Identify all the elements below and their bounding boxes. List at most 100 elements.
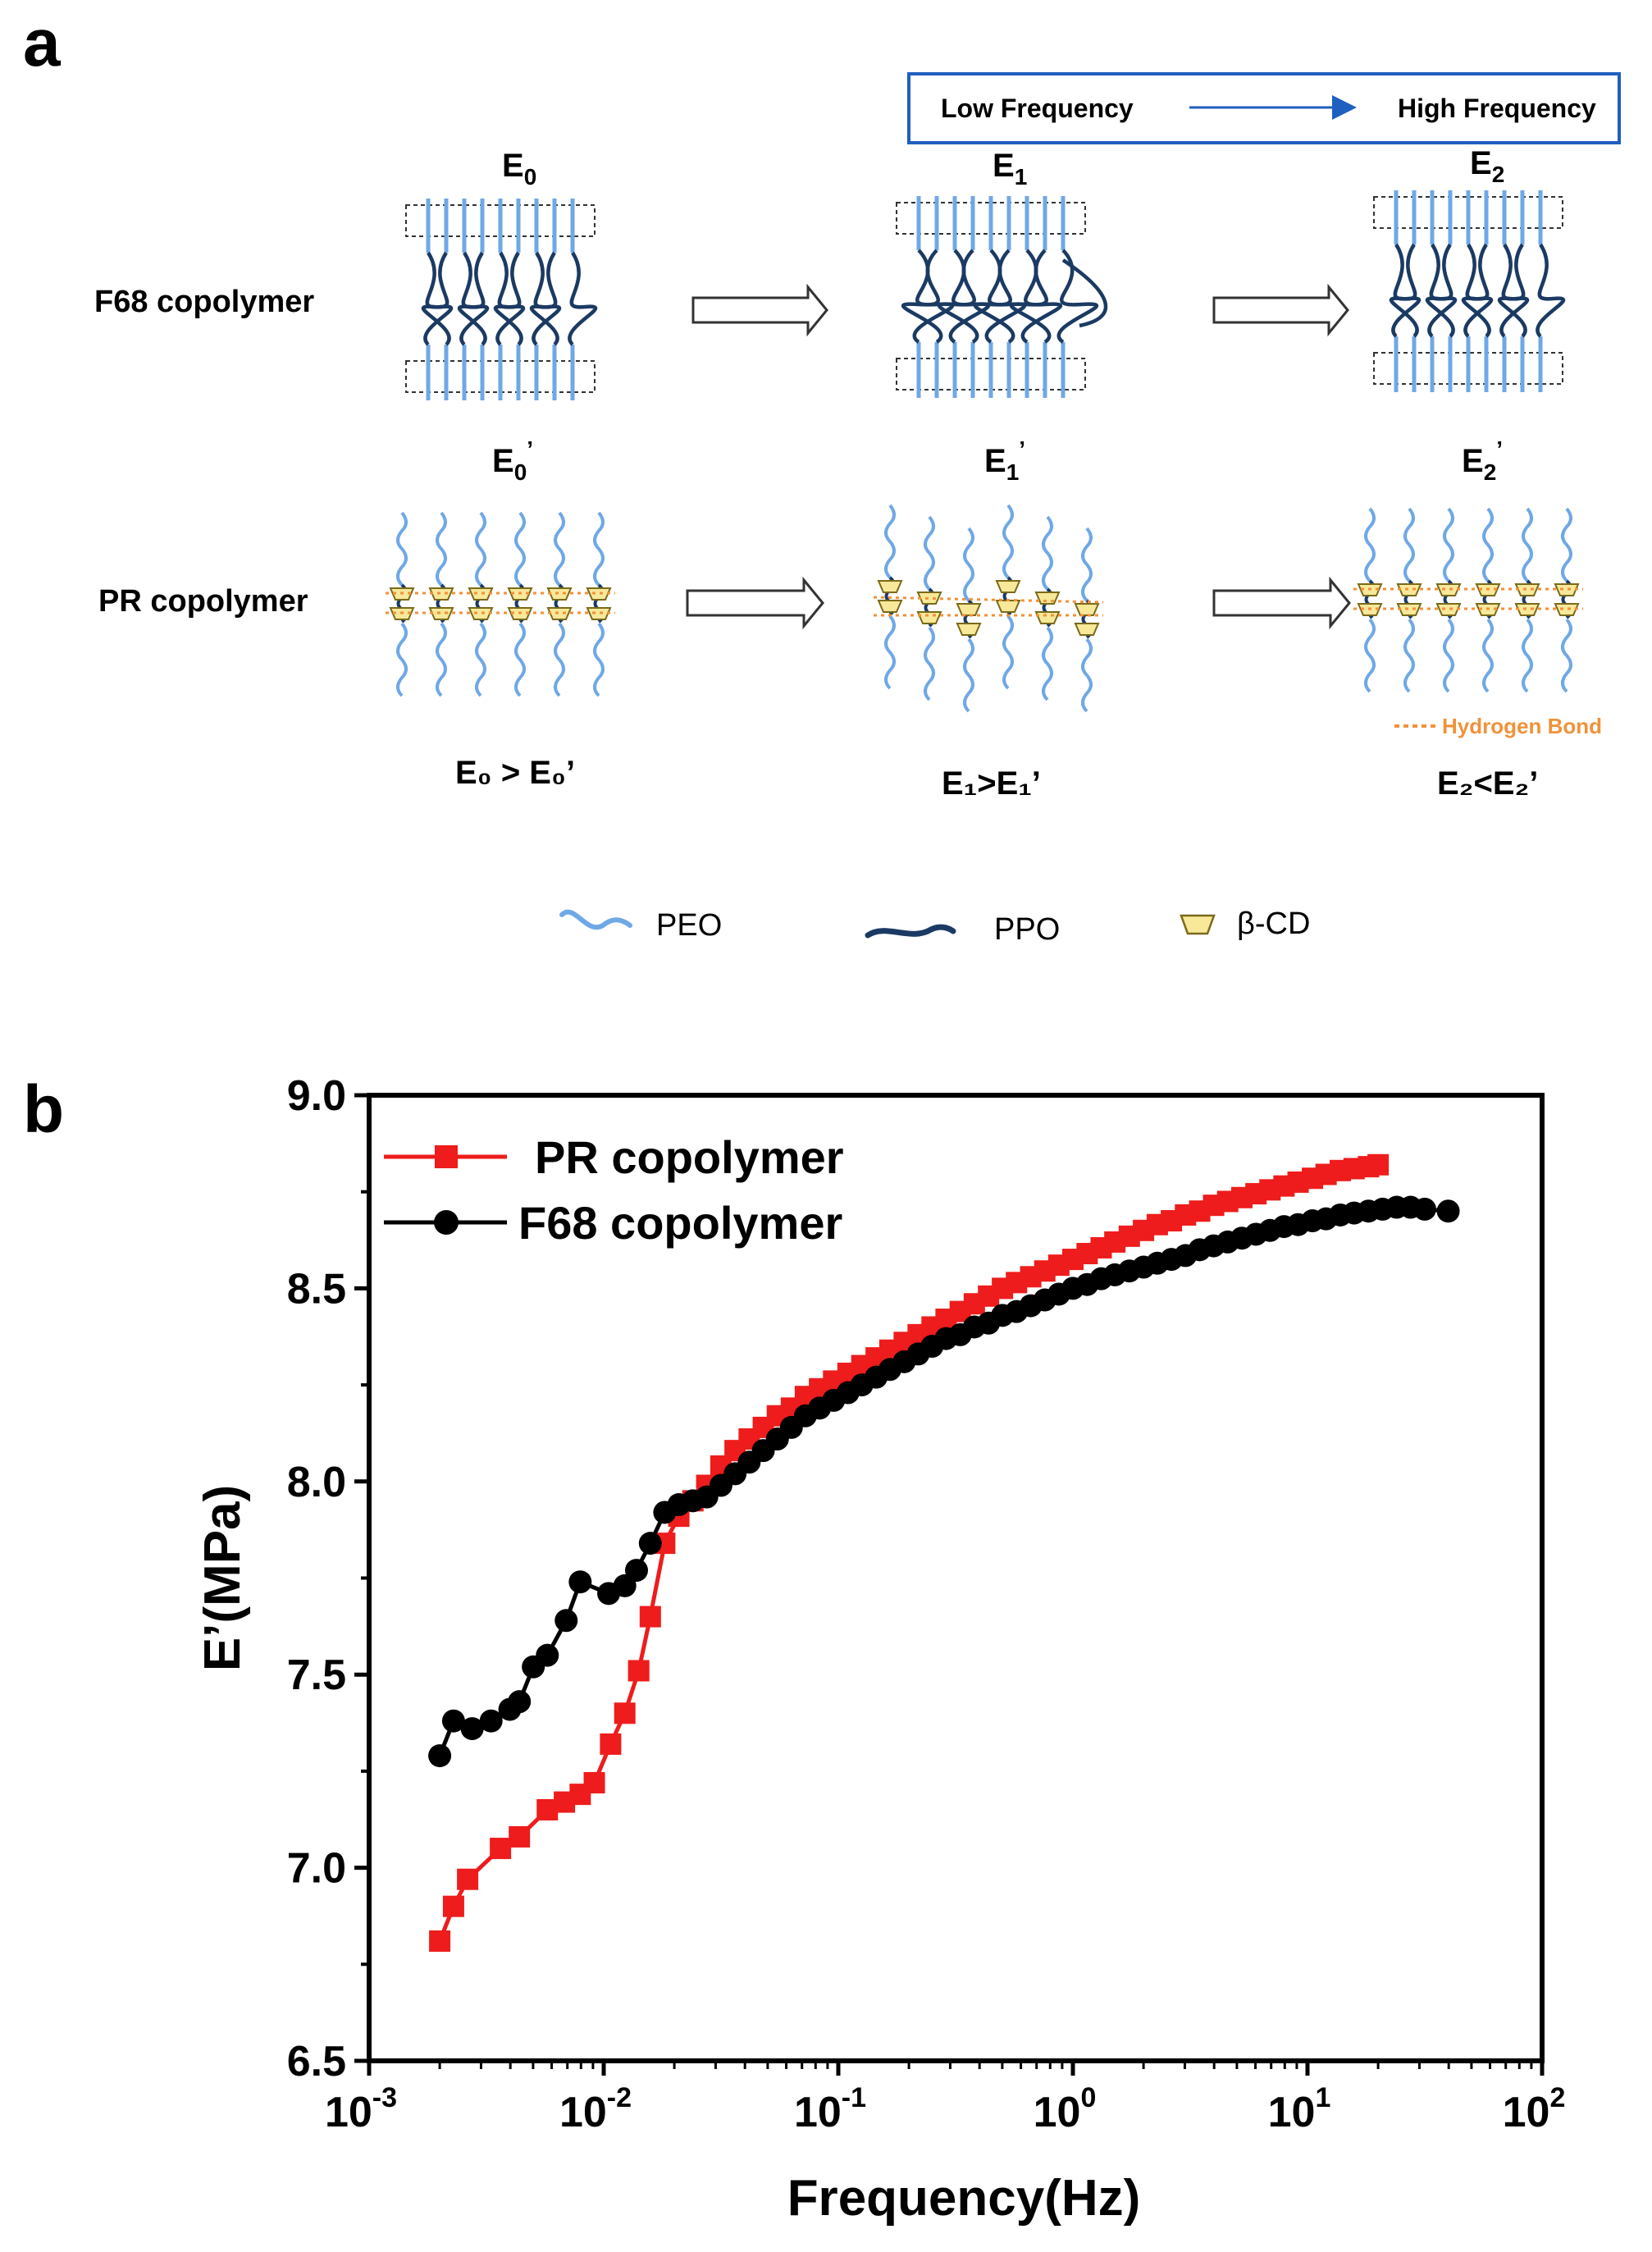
data-point: [441, 1709, 465, 1733]
peo-chain: [1482, 507, 1494, 582]
beta-cd-ring: [916, 611, 942, 624]
data-point: [460, 1717, 484, 1741]
data-point: [554, 1609, 578, 1633]
comparison-1: E₁>E₁’: [942, 765, 1041, 802]
hydrogen-bond-key: Hydrogen Bond: [1394, 714, 1602, 738]
series-line: [437, 1163, 1379, 1942]
y-tick-label: 8.0: [287, 1459, 346, 1506]
row-label-pr: PR copolymer: [98, 584, 308, 619]
beta-cd-ring: [428, 607, 454, 620]
high-frequency-label: High Frequency: [1398, 94, 1596, 123]
ppo-chain: [1020, 249, 1063, 344]
schematic-legend: PEO PPO β-CD: [559, 907, 1310, 947]
beta-cd-ring: [546, 587, 573, 601]
peo-chain: [1561, 618, 1572, 693]
ppo-chain: [1461, 243, 1491, 338]
hollow-arrow-icon: [691, 283, 828, 337]
peo-chain: [1081, 637, 1093, 713]
x-tick-label: 100: [1034, 2082, 1097, 2136]
ppo-chain: [937, 249, 979, 344]
data-point: [536, 1643, 559, 1667]
panel-a-label: a: [23, 6, 62, 80]
ppo-chain: [493, 251, 523, 346]
beta-cd-ring: [546, 607, 573, 620]
peo-chain: [924, 626, 935, 701]
peo-chain: [1403, 618, 1415, 693]
peo-chain: [554, 511, 565, 587]
beta-cd-ring: [1514, 603, 1540, 616]
data-point: [429, 1930, 451, 1953]
transition-arrows: [686, 283, 1351, 630]
peo-chain: [1042, 515, 1053, 591]
beta-cd-ring: [995, 600, 1021, 613]
ppo-chain: [984, 249, 1027, 344]
data-point: [490, 1838, 512, 1860]
beta-cd-ring: [956, 603, 982, 616]
y-tick-label: 8.5: [287, 1265, 346, 1313]
beta-cd-ring: [1074, 603, 1100, 616]
f68-schematic-low: [405, 199, 598, 400]
peo-chain: [1042, 626, 1053, 701]
peo-chain: [436, 511, 447, 587]
beta-cd-ring: [877, 580, 903, 593]
ppo-chain: [973, 249, 1015, 344]
legend-label: PR copolymer: [535, 1131, 844, 1183]
beta-cd-ring: [1554, 603, 1580, 616]
state-label-e1: E1: [993, 148, 1027, 190]
data-point: [442, 1895, 464, 1917]
peo-chain: [1002, 614, 1014, 690]
data-point: [638, 1532, 662, 1555]
state-label-e1-prime: E1’: [984, 436, 1025, 485]
beta-cd-ring: [1435, 603, 1462, 616]
peo-chain: [1002, 504, 1014, 579]
beta-cd-ring: [916, 592, 942, 605]
hollow-arrow-icon: [1212, 576, 1351, 630]
y-tick-label: 7.5: [287, 1651, 346, 1699]
low-frequency-label: Low Frequency: [941, 94, 1134, 123]
peo-chain: [1482, 618, 1494, 693]
peo-chain: [514, 511, 526, 587]
svg-text:E2’: E2’: [1462, 436, 1503, 485]
peo-chain: [1443, 507, 1454, 582]
svg-text:E0’: E0’: [492, 436, 533, 485]
beta-cd-ring: [1034, 592, 1061, 605]
peo-chain: [396, 622, 408, 697]
beta-cd-ring: [586, 607, 612, 620]
comparison-0: E₀ > E₀’: [455, 755, 575, 791]
ppo-chain: [1056, 249, 1099, 344]
data-point: [600, 1733, 622, 1755]
f68-schematic-mid: [896, 196, 1108, 398]
beta-cd-label: β-CD: [1237, 907, 1310, 941]
peo-chain: [1364, 618, 1376, 693]
peo-chain-icon: [559, 909, 632, 930]
legend-entry: F68 copolymer: [384, 1197, 842, 1249]
svg-text:E1: E1: [993, 148, 1027, 190]
peo-chain: [554, 622, 565, 697]
peo-chain: [593, 511, 605, 587]
peo-chain: [1522, 507, 1533, 582]
ppo-chain: [457, 251, 487, 346]
ppo-chain: [1425, 243, 1455, 338]
pr-schematic-high: [1353, 507, 1583, 693]
peo-chain: [1081, 527, 1093, 602]
ppo-chain: [568, 251, 598, 346]
beta-cd-ring: [1396, 583, 1422, 596]
peo-chain: [1443, 618, 1454, 693]
ppo-chain: [529, 251, 559, 346]
state-label-e0: E0: [502, 148, 536, 190]
state-label-e2-prime: E2’: [1462, 436, 1503, 485]
legend-entry: PR copolymer: [384, 1131, 844, 1183]
hydrogen-bond: [873, 596, 1104, 604]
data-point: [568, 1570, 592, 1594]
data-point: [508, 1690, 532, 1714]
peo-chain: [1522, 618, 1533, 693]
x-tick-label: 101: [1268, 2082, 1331, 2136]
series-f68: [428, 1195, 1460, 1768]
data-point: [627, 1660, 650, 1682]
beta-cd-ring: [956, 623, 982, 636]
ppo-chain: [1497, 243, 1527, 338]
peo-chain: [1364, 507, 1376, 582]
beta-cd-ring: [1396, 603, 1422, 616]
peo-chain: [884, 504, 896, 579]
